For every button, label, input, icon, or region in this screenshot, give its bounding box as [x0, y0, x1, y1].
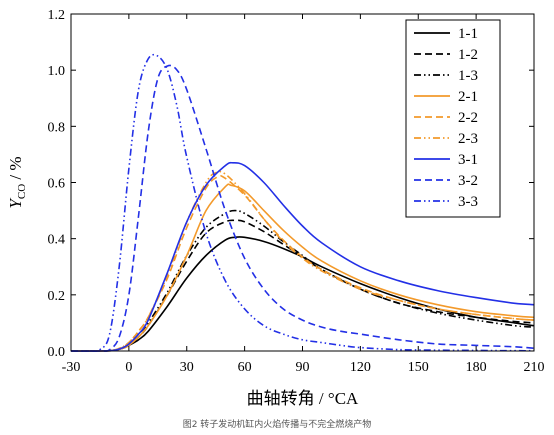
y-tick-label: 1.2 [48, 8, 66, 23]
series-line-2-1 [70, 183, 535, 352]
y-axis-label: YCO / % [6, 156, 28, 208]
legend-label-2-3: 2-3 [458, 131, 478, 147]
y-tick-label: 0.2 [48, 289, 66, 304]
x-tick-label: 90 [296, 360, 310, 375]
legend-label-3-1: 3-1 [458, 152, 478, 168]
legend-label-1-3: 1-3 [458, 68, 478, 84]
legend-label-2-2: 2-2 [458, 110, 478, 126]
series-line-2-3 [70, 170, 535, 352]
legend-label-2-1: 2-1 [458, 89, 478, 105]
x-tick-label: 30 [180, 360, 194, 375]
legend-label-3-2: 3-2 [458, 173, 478, 189]
x-tick-label: 180 [466, 360, 487, 375]
x-tick-label: 60 [238, 360, 252, 375]
figure-caption: 图2 转子发动机缸内火焰传播与不完全燃烧产物 [182, 420, 372, 430]
y-axis-label-sub: CO [16, 184, 28, 199]
x-tick-label: 120 [350, 360, 371, 375]
x-tick-label: 210 [524, 360, 545, 375]
y-tick-label: 0.6 [48, 177, 66, 192]
legend-box [405, 19, 501, 218]
series-line-3-3 [70, 53, 535, 353]
y-tick-label: 0.4 [48, 233, 66, 248]
y-axis-label-unit: / % [6, 156, 25, 183]
series-line-3-2 [70, 64, 535, 352]
x-tick-label: 0 [125, 360, 132, 375]
ticks-layer: -30 0 30 60 90 120 150 180 210 0.0 0.2 0.4 0.6 0.8 1.0… [48, 8, 545, 375]
legend-label-1-2: 1-2 [458, 47, 478, 63]
x-axis-label: 曲轴转角 / °CA [247, 389, 359, 408]
y-axis-label-main: Y [6, 198, 25, 209]
x-tick-label: 150 [408, 360, 429, 375]
x-tick-label: -30 [62, 360, 81, 375]
y-tick-label: 0.0 [48, 345, 66, 360]
series-line-3-1 [70, 161, 535, 352]
y-tick-label: 0.8 [48, 120, 66, 135]
legend-label-1-1: 1-1 [458, 26, 478, 42]
legend-label-3-3: 3-3 [458, 194, 478, 210]
series-layer [70, 53, 535, 353]
legend: 1-1 1-2 1-3 2-1 2-2 2-3 3-1 3-2 3-3 [405, 19, 501, 218]
y-tick-label: 1.0 [48, 64, 66, 79]
